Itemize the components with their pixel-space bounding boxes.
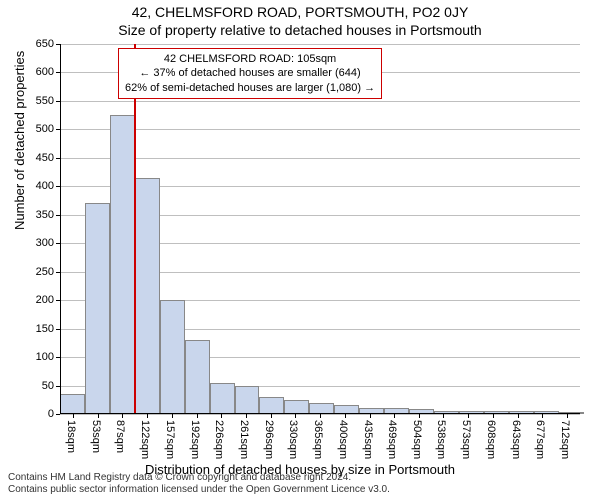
gridline (60, 44, 580, 45)
x-axis (60, 413, 580, 414)
y-tick-label: 550 (36, 95, 60, 107)
histogram-bar (185, 340, 210, 414)
page-subtitle: Size of property relative to detached ho… (0, 22, 600, 38)
x-tick-label: 504sqm (411, 414, 423, 459)
y-tick-label: 450 (36, 152, 60, 164)
x-tick-label: 53sqm (90, 414, 102, 453)
histogram-bar (110, 115, 135, 414)
x-tick-label: 400sqm (337, 414, 349, 459)
x-tick-label: 608sqm (485, 414, 497, 459)
x-tick-label: 192sqm (189, 414, 201, 459)
y-tick-label: 500 (36, 123, 60, 135)
x-tick-label: 365sqm (312, 414, 324, 459)
x-tick-label: 643sqm (510, 414, 522, 459)
x-tick-label: 157sqm (164, 414, 176, 459)
histogram-bar (235, 386, 260, 414)
histogram-bar (284, 400, 309, 414)
footer-line-2: Contains public sector information licen… (8, 484, 390, 496)
annotation-line: 62% of semi-detached houses are larger (… (125, 81, 375, 95)
page-title: 42, CHELMSFORD ROAD, PORTSMOUTH, PO2 0JY (0, 4, 600, 20)
x-tick-label: 122sqm (139, 414, 151, 459)
x-tick-label: 469sqm (386, 414, 398, 459)
histogram-bar (210, 383, 235, 414)
annotation-line: ← 37% of detached houses are smaller (64… (125, 66, 375, 80)
x-tick-label: 330sqm (287, 414, 299, 459)
y-tick-label: 0 (48, 408, 60, 420)
y-tick-label: 100 (36, 351, 60, 363)
y-axis-label: Number of detached properties (12, 51, 27, 230)
x-tick-label: 712sqm (559, 414, 571, 459)
y-tick-label: 400 (36, 180, 60, 192)
x-tick-label: 538sqm (435, 414, 447, 459)
histogram-bar (160, 300, 185, 414)
y-tick-label: 250 (36, 266, 60, 278)
y-tick-label: 350 (36, 209, 60, 221)
annotation-line: 42 CHELMSFORD ROAD: 105sqm (125, 52, 375, 66)
chart-area: 0501001502002503003504004505005506006501… (60, 44, 580, 414)
histogram-bar (135, 178, 160, 414)
gridline (60, 101, 580, 102)
gridline (60, 129, 580, 130)
x-tick-label: 226sqm (213, 414, 225, 459)
x-tick-label: 677sqm (534, 414, 546, 459)
reference-line (134, 44, 136, 414)
histogram-bar (85, 203, 110, 414)
footer-line-1: Contains HM Land Registry data © Crown c… (8, 472, 390, 484)
x-tick-label: 87sqm (114, 414, 126, 453)
y-tick-label: 600 (36, 66, 60, 78)
x-tick-label: 296sqm (263, 414, 275, 459)
x-tick-label: 18sqm (65, 414, 77, 453)
x-tick-label: 435sqm (362, 414, 374, 459)
gridline (60, 158, 580, 159)
y-axis (60, 44, 61, 414)
y-tick-label: 300 (36, 237, 60, 249)
histogram-bar (60, 394, 85, 414)
histogram-bar (259, 397, 284, 414)
annotation-box: 42 CHELMSFORD ROAD: 105sqm← 37% of detac… (118, 48, 382, 99)
y-tick-label: 200 (36, 294, 60, 306)
y-tick-label: 150 (36, 323, 60, 335)
y-tick-label: 650 (36, 38, 60, 50)
x-tick-label: 261sqm (238, 414, 250, 459)
footer-attribution: Contains HM Land Registry data © Crown c… (8, 472, 390, 496)
x-tick-label: 573sqm (460, 414, 472, 459)
y-tick-label: 50 (42, 380, 60, 392)
